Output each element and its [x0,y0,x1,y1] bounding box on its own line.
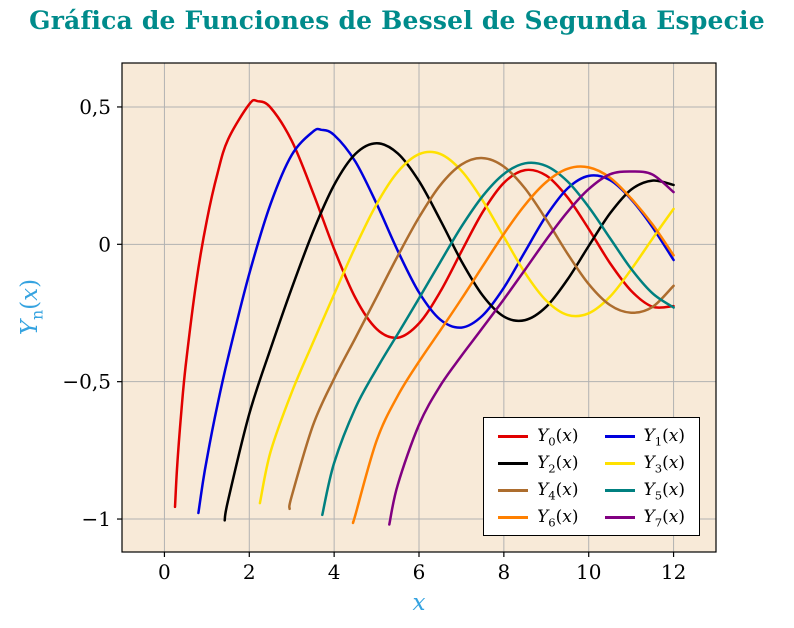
legend-label: Y4(x) [537,480,579,503]
curve-Y1 [197,127,675,515]
legend-line-sample [498,515,529,519]
legend-entry-Y5: Y5(x) [604,480,685,503]
legend-entry-Y1: Y1(x) [604,426,685,449]
axis-frame [121,62,717,553]
y-tick-label: 0,5 [79,95,111,119]
x-tick-label: 10 [576,560,601,584]
x-tick-label: 2 [243,560,256,584]
y-axis-label-close: ) [17,278,43,288]
legend-entry-Y7: Y7(x) [604,507,685,530]
curve-Y6 [351,165,675,525]
legend-label: Y3(x) [643,453,685,476]
legend-entry-Y6: Y6(x) [498,507,579,530]
y-axis-label-base: Y [17,319,43,336]
y-axis-label-var: x [17,287,43,301]
legend-line-sample [604,488,635,492]
curve-Y7 [388,170,675,526]
legend-entry-Y0: Y0(x) [498,426,579,449]
curves-group [173,98,675,526]
x-tick-label: 4 [328,560,341,584]
curve-Y3 [258,150,675,505]
curve-Y2 [223,141,675,522]
y-tick-label: −0,5 [62,370,111,394]
legend: Y0(x) Y1(x) Y2(x) Y3(x) Y4(x) Y5(x) Y6(x) Y7(x) [483,417,700,536]
legend-line-sample [498,461,529,465]
x-tick-label: 8 [497,560,510,584]
legend-label: Y2(x) [537,453,579,476]
legend-line-sample [604,461,635,465]
legend-entry-Y4: Y4(x) [498,480,579,503]
legend-line-sample [604,434,635,438]
y-axis-label-open: ( [17,300,43,310]
legend-entry-Y2: Y2(x) [498,453,579,476]
curve-Y4 [288,156,675,511]
y-axis-label: Yn(x) [17,278,47,336]
legend-line-sample [604,515,635,519]
y-tick-label: −1 [82,507,111,531]
legend-label: Y7(x) [643,507,685,530]
legend-label: Y5(x) [643,480,685,503]
y-axis-label-sub: n [27,309,47,320]
x-tick-label: 12 [661,560,686,584]
curve-Y5 [321,161,675,517]
y-tick-label: 0 [98,232,111,256]
legend-line-sample [498,488,529,492]
chart-title: Gráfica de Funciones de Bessel de Segund… [29,6,765,35]
curve-Y0 [173,98,675,509]
legend-label: Y1(x) [643,426,685,449]
legend-line-sample [498,434,529,438]
legend-entry-Y3: Y3(x) [604,453,685,476]
x-axis-label: x [412,590,426,616]
x-tick-label: 0 [158,560,171,584]
x-tick-label: 6 [413,560,426,584]
legend-label: Y6(x) [537,507,579,530]
legend-label: Y0(x) [537,426,579,449]
